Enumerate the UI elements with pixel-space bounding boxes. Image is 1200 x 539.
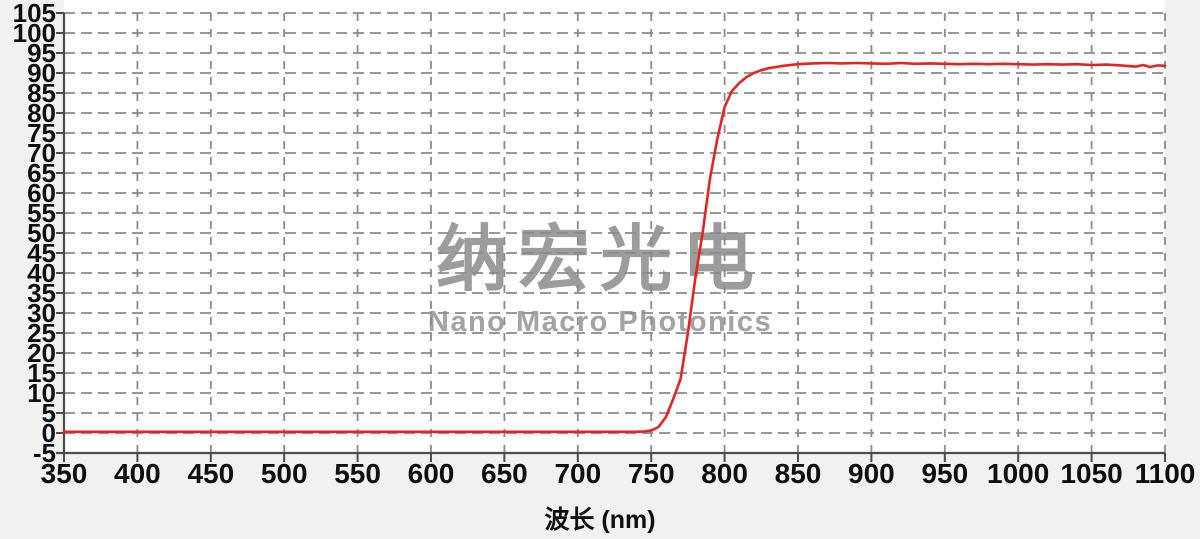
x-tick-label: 650 (481, 458, 528, 489)
y-tick-label: 100 (12, 18, 56, 48)
y-tick-label: 35 (27, 278, 56, 308)
y-tick-label: 45 (27, 238, 56, 268)
y-tick-label: 40 (27, 258, 56, 288)
x-tick-label: 550 (334, 458, 381, 489)
x-tick-label: 950 (921, 458, 969, 489)
y-tick-label: 15 (27, 358, 56, 388)
y-tick-label: 70 (27, 138, 56, 168)
y-tick-label: 5 (41, 398, 56, 428)
x-tick-label: 850 (774, 458, 822, 489)
y-tick-label: 50 (27, 218, 56, 248)
x-tick-label: 1100 (1134, 458, 1196, 489)
y-tick-label: 20 (27, 338, 56, 368)
x-tick-label: 1000 (987, 458, 1050, 489)
y-tick-label: 30 (27, 298, 56, 328)
x-tick-label: 750 (627, 458, 675, 489)
y-tick-label: 0 (41, 418, 56, 448)
x-tick-label: 1050 (1060, 458, 1123, 489)
x-tick-label: 500 (260, 458, 308, 489)
y-tick-label: 80 (27, 98, 56, 128)
x-tick-label: 600 (407, 458, 455, 489)
y-tick-label: 95 (27, 38, 56, 68)
y-tick-label: 90 (27, 58, 56, 88)
y-tick-label: 60 (27, 178, 56, 208)
y-tick-label: -5 (32, 438, 56, 468)
plot-area (64, 0, 1165, 453)
x-tick-label: 350 (40, 458, 88, 489)
x-tick-label: 900 (848, 458, 895, 489)
x-axis-title: 波长 (nm) (544, 506, 656, 534)
y-tick-label: 25 (27, 318, 56, 348)
x-tick-label: 450 (187, 458, 235, 489)
y-tick-label: 55 (27, 198, 56, 228)
y-tick-label: 105 (12, 0, 56, 28)
y-tick-label: 85 (27, 78, 56, 108)
y-tick-label: 10 (27, 378, 56, 408)
y-tick-label: 65 (27, 158, 56, 188)
x-tick-label: 700 (554, 458, 602, 489)
x-tick-label: 400 (114, 458, 161, 489)
x-tick-label: 800 (701, 458, 748, 489)
transmission-curve (62, 61, 1167, 434)
y-tick-label: 75 (27, 118, 56, 148)
